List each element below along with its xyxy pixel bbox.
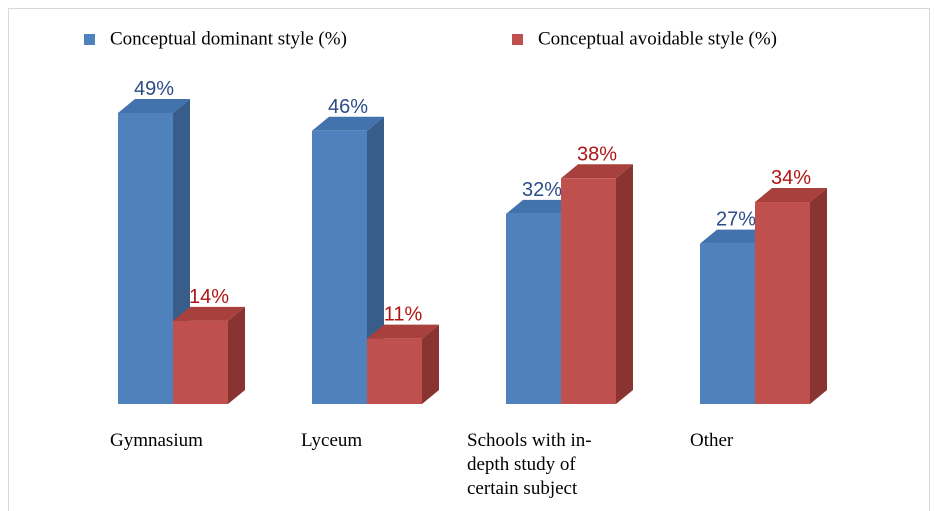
bar-side	[616, 164, 633, 404]
legend-swatch	[84, 34, 95, 45]
bar-top	[561, 164, 633, 179]
bar-top	[755, 188, 827, 203]
bar-side	[810, 188, 827, 404]
bar	[367, 338, 422, 404]
bar-top	[700, 229, 772, 244]
bar	[561, 178, 616, 404]
bar	[118, 112, 173, 404]
legend-label: Conceptual avoidable style (%)	[538, 28, 777, 49]
legend-label: Conceptual dominant style (%)	[110, 28, 347, 49]
value-label: 38%	[577, 143, 617, 165]
value-label: 14%	[189, 286, 229, 308]
value-label: 27%	[716, 209, 756, 231]
bar-top	[118, 98, 190, 113]
value-label: 49%	[134, 78, 174, 100]
value-label: 32%	[522, 179, 562, 201]
bar	[700, 243, 755, 404]
frame	[8, 8, 930, 511]
bar	[312, 130, 367, 404]
bar-top	[312, 116, 384, 131]
bar	[506, 213, 561, 404]
bar	[173, 320, 228, 404]
value-label: 46%	[328, 96, 368, 118]
bar	[755, 202, 810, 404]
bar-top	[367, 324, 439, 339]
x-tick-label: Lyceum	[301, 430, 363, 451]
bar-top	[173, 306, 245, 321]
bar-side	[422, 324, 439, 404]
bar-top	[506, 199, 578, 214]
bar-side	[228, 306, 245, 404]
legend-swatch	[512, 34, 523, 45]
x-tick-label: Schools with in-depth study of certain s…	[467, 430, 592, 499]
x-tick-label: Other	[690, 430, 734, 451]
value-label: 34%	[771, 167, 811, 189]
x-tick-label: Gymnasium	[110, 430, 203, 451]
value-label: 11%	[384, 304, 423, 326]
